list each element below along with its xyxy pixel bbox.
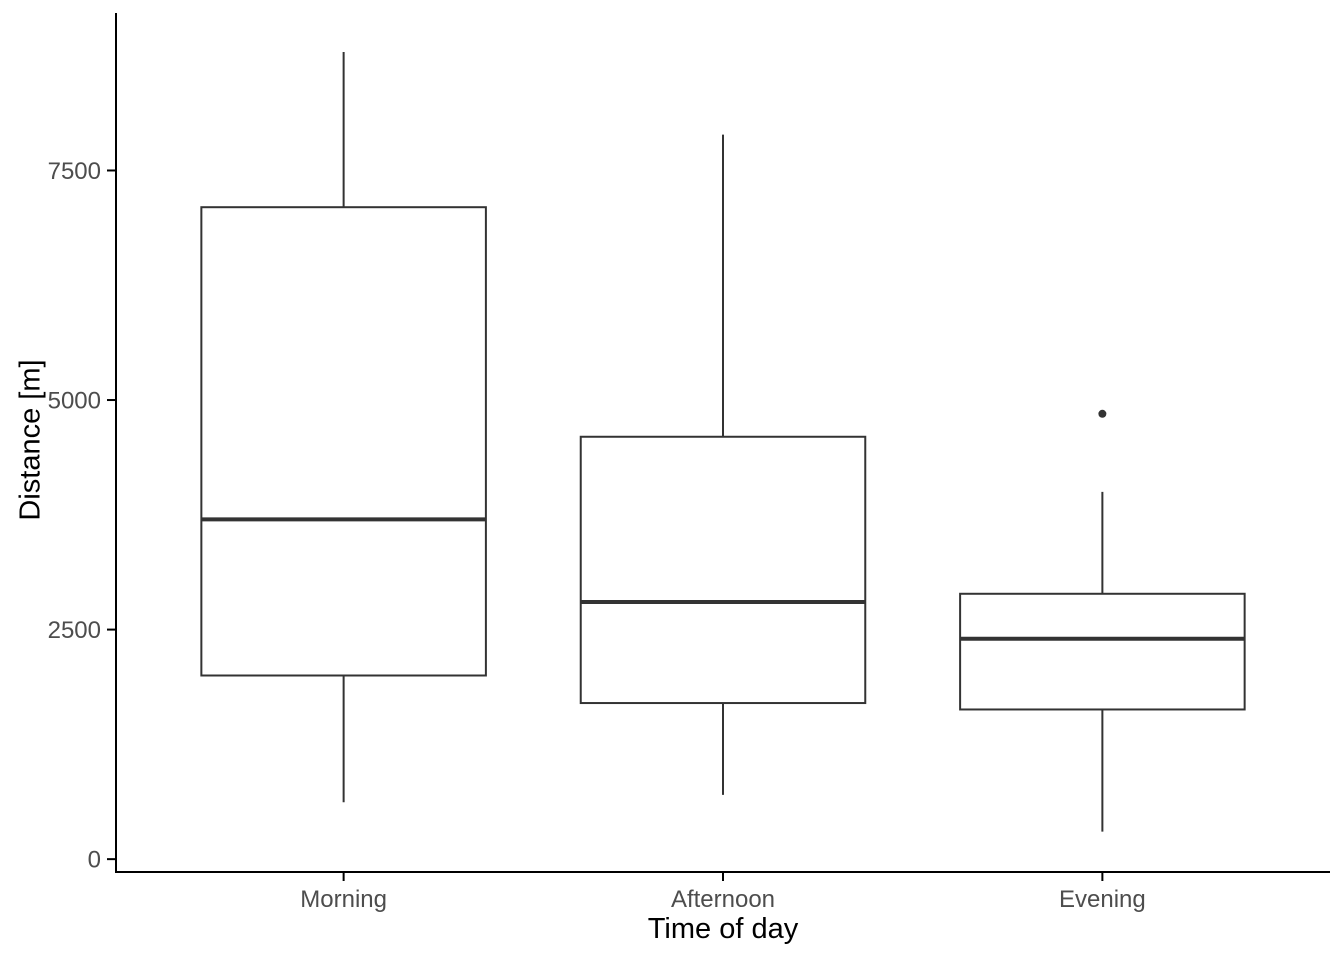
y-tick-label: 0 xyxy=(88,847,101,874)
y-tick-label: 2500 xyxy=(48,617,101,644)
y-axis-title: Distance [m] xyxy=(14,359,47,521)
box-evening xyxy=(959,592,1246,711)
x-tick-label: Afternoon xyxy=(671,886,775,913)
x-axis-title: Time of day xyxy=(647,913,799,945)
x-tick-label: Evening xyxy=(1059,886,1146,913)
y-tick-label: 7500 xyxy=(48,158,101,185)
outlier-point-evening xyxy=(1098,409,1107,418)
box-afternoon xyxy=(579,435,867,705)
x-tick-label: Morning xyxy=(300,886,387,913)
y-tick-label: 5000 xyxy=(48,388,101,415)
box-morning xyxy=(200,206,487,677)
